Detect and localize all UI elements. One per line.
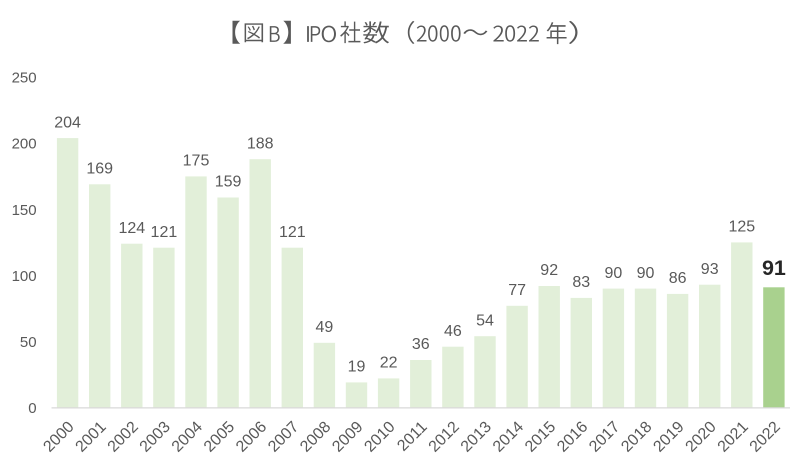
svg-text:22: 22 xyxy=(380,355,398,372)
svg-text:250: 250 xyxy=(12,70,37,87)
svg-text:36: 36 xyxy=(412,336,430,353)
svg-text:175: 175 xyxy=(183,153,210,170)
svg-text:54: 54 xyxy=(476,312,494,329)
svg-text:125: 125 xyxy=(728,219,755,236)
svg-text:121: 121 xyxy=(279,224,306,241)
svg-text:83: 83 xyxy=(572,274,590,291)
svg-text:100: 100 xyxy=(12,268,37,285)
svg-text:46: 46 xyxy=(444,323,462,340)
svg-text:86: 86 xyxy=(669,270,687,287)
svg-text:188: 188 xyxy=(247,135,274,152)
svg-text:19: 19 xyxy=(348,359,366,376)
svg-text:49: 49 xyxy=(316,319,334,336)
svg-text:92: 92 xyxy=(540,262,558,279)
svg-text:50: 50 xyxy=(20,334,37,351)
svg-text:91: 91 xyxy=(762,256,786,280)
svg-text:121: 121 xyxy=(151,224,178,241)
svg-text:204: 204 xyxy=(54,114,81,131)
svg-text:124: 124 xyxy=(118,220,145,237)
svg-text:169: 169 xyxy=(86,161,113,178)
svg-text:77: 77 xyxy=(508,282,526,299)
svg-text:93: 93 xyxy=(701,261,719,278)
svg-text:159: 159 xyxy=(215,174,242,191)
svg-text:90: 90 xyxy=(637,265,655,282)
svg-text:0: 0 xyxy=(28,400,36,417)
svg-text:200: 200 xyxy=(12,136,37,153)
svg-text:90: 90 xyxy=(605,265,623,282)
svg-text:150: 150 xyxy=(12,202,37,219)
